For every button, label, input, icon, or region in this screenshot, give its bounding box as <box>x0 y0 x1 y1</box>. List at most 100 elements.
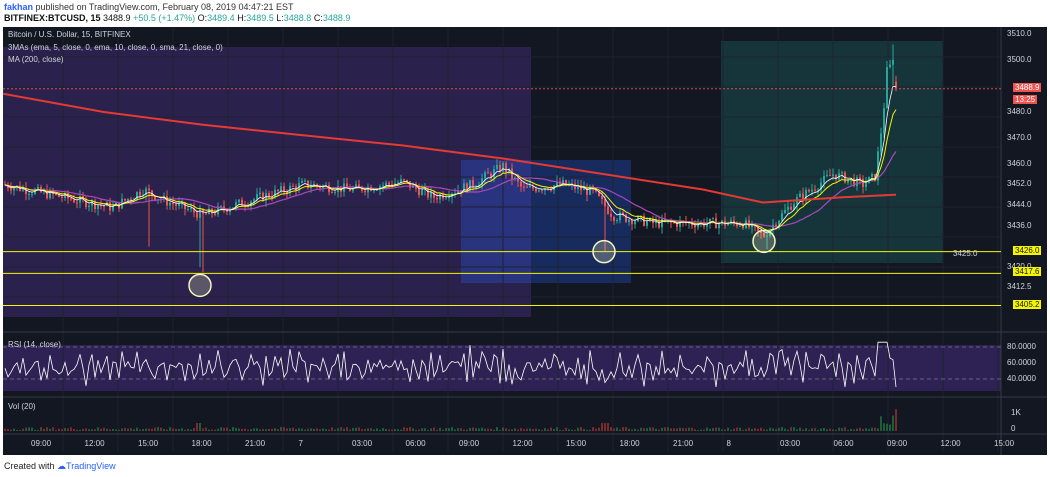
volume-bar <box>370 428 372 431</box>
candle-body <box>148 188 150 191</box>
volume-bar <box>91 429 93 431</box>
candle-body <box>355 184 357 189</box>
volume-bar <box>202 428 204 431</box>
candle-body <box>376 189 378 191</box>
publish-header: fakhan published on TradingView.com, Feb… <box>0 0 1050 26</box>
author-link[interactable]: fakhan <box>4 2 34 12</box>
ema5-line <box>4 85 897 234</box>
candle-body <box>721 220 723 224</box>
tradingview-brand[interactable]: TradingView <box>66 461 116 471</box>
time-axis-label: 09:00 <box>459 439 480 448</box>
candle-body <box>469 180 471 192</box>
volume-bar <box>529 428 531 431</box>
candle-body <box>790 206 792 210</box>
volume-bar <box>856 428 858 431</box>
candle-body <box>31 193 33 195</box>
volume-bar <box>454 429 456 431</box>
candle-body <box>166 196 168 206</box>
candle-body <box>679 221 681 227</box>
volume-bar <box>334 429 336 431</box>
open-value: 3489.4 <box>207 13 235 23</box>
candle-body <box>331 192 333 194</box>
candle-body <box>493 168 495 178</box>
volume-bar <box>382 428 384 431</box>
indicator-3mas-label[interactable]: 3MAs (ema, 5, close, 0, ema, 10, close, … <box>8 43 223 52</box>
price-badge: 13:25 <box>1013 94 1038 104</box>
volume-bar <box>829 428 831 431</box>
volume-bar <box>40 427 42 431</box>
chart-canvas[interactable] <box>3 27 1047 455</box>
candle-body <box>298 182 300 191</box>
last-price: 3488.9 <box>103 13 131 23</box>
volume-bar <box>127 428 129 431</box>
volume-bar <box>85 428 87 431</box>
price-axis-label: 3470.0 <box>1007 132 1032 142</box>
candle-body <box>877 151 879 181</box>
candle-body <box>865 183 867 187</box>
tradingview-cloud-icon[interactable]: ☁ <box>57 461 67 471</box>
volume-bar <box>892 415 894 431</box>
volume-bar <box>34 429 36 431</box>
candle-body <box>565 180 567 186</box>
volume-bar <box>322 428 324 431</box>
candle-body <box>805 189 807 200</box>
candle-body <box>28 193 30 195</box>
volume-bar <box>565 427 567 431</box>
candle-body <box>319 186 321 189</box>
volume-bar <box>232 427 234 431</box>
volume-bar <box>265 429 267 431</box>
time-axis-label: 8 <box>726 439 731 448</box>
volume-bar <box>601 423 603 431</box>
candle-body <box>328 185 330 193</box>
volume-bar <box>292 427 294 431</box>
volume-bar <box>814 428 816 431</box>
candle-body <box>406 179 408 182</box>
candle-body <box>88 205 90 207</box>
volume-bar <box>397 429 399 431</box>
volume-bar <box>349 429 351 431</box>
candle-body <box>367 186 369 193</box>
volume-bar <box>223 427 225 431</box>
volume-bar <box>679 427 681 431</box>
high-value: 3489.5 <box>246 13 274 23</box>
volume-bar <box>235 428 237 431</box>
volume-bar <box>259 429 261 431</box>
candle-body <box>55 194 57 196</box>
volume-bar <box>889 424 891 431</box>
volume-bar <box>895 409 897 431</box>
candle-body <box>481 178 483 185</box>
candle-body <box>358 184 360 187</box>
rsi-line <box>4 341 897 388</box>
volume-bar <box>175 428 177 431</box>
candle-body <box>676 222 678 227</box>
candle-body <box>76 202 78 204</box>
volume-label[interactable]: Vol (20) <box>8 402 36 411</box>
volume-bar <box>142 428 144 431</box>
candle-body <box>196 212 198 218</box>
rsi-axis-label: 80.0000 <box>1007 342 1036 351</box>
chart-area[interactable]: Bitcoin / U.S. Dollar, 15, BITFINEX 3MAs… <box>3 27 1047 455</box>
candle-body <box>427 188 429 198</box>
candle-body <box>535 188 537 192</box>
volume-bar <box>733 428 735 431</box>
volume-bar <box>460 428 462 431</box>
volume-bar <box>79 429 81 431</box>
candle-body <box>268 193 270 197</box>
volume-bar <box>544 428 546 431</box>
quote-line: BITFINEX:BTCUSD, 15 3488.9 +50.5 (+1.47%… <box>4 13 350 23</box>
rsi-label[interactable]: RSI (14, close) <box>8 340 61 349</box>
volume-bar <box>115 429 117 431</box>
candle-body <box>499 165 501 172</box>
candle-body <box>631 219 633 225</box>
time-axis-label: 06:00 <box>405 439 426 448</box>
indicator-ma200-label[interactable]: MA (200, close) <box>8 55 64 64</box>
volume-bar <box>325 429 327 431</box>
volume-bar <box>811 428 813 431</box>
volume-bar <box>523 429 525 431</box>
candle-body <box>193 208 195 213</box>
volume-bar <box>574 429 576 431</box>
volume-bar <box>463 429 465 431</box>
volume-bar <box>772 428 774 431</box>
volume-bar <box>352 427 354 431</box>
volume-bar <box>478 428 480 431</box>
